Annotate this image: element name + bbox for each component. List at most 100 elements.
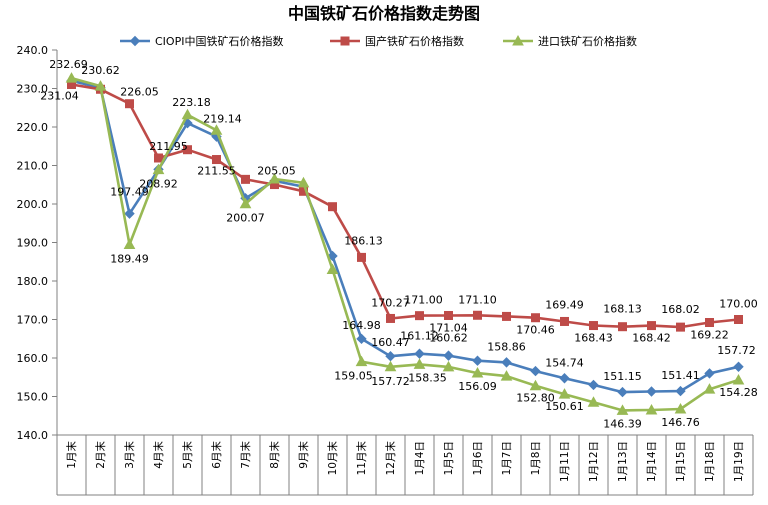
data-label: 156.09 xyxy=(458,380,497,393)
x-tick-label: 1月11日 xyxy=(559,441,571,482)
data-point-triangle xyxy=(674,402,687,414)
legend-item: 国产铁矿石价格指数 xyxy=(330,34,464,48)
data-point-diamond xyxy=(356,333,367,345)
data-point-triangle xyxy=(94,80,107,91)
data-point-triangle xyxy=(297,176,310,188)
legend: CIOPI中国铁矿石价格指数 国产铁矿石价格指数 进口铁矿石价格指数 xyxy=(120,34,637,48)
data-label: 232.69 xyxy=(49,58,88,71)
x-tick-label: 2月末 xyxy=(94,441,107,469)
data-label: 189.49 xyxy=(110,252,149,265)
x-tick-label: 1月末 xyxy=(65,441,78,469)
data-point-triangle xyxy=(529,379,542,391)
data-point-square xyxy=(183,145,192,155)
legend-marker xyxy=(129,35,141,47)
data-point-triangle xyxy=(616,404,629,415)
data-point-triangle xyxy=(703,383,716,394)
x-tick-label: 1月6日 xyxy=(472,441,484,475)
data-point-square xyxy=(415,311,424,321)
data-point-diamond xyxy=(704,368,715,379)
data-point-triangle xyxy=(239,197,252,209)
data-point-square xyxy=(560,316,569,326)
data-label: 170.00 xyxy=(719,298,758,311)
data-point-diamond xyxy=(559,373,570,384)
data-point-square xyxy=(154,153,163,163)
data-point-square xyxy=(589,321,598,331)
data-point-triangle xyxy=(181,108,194,120)
data-point-square xyxy=(357,252,366,262)
x-tick-label: 1月12日 xyxy=(588,441,600,482)
data-label: 160.47 xyxy=(371,336,410,349)
x-tick-label: 12月末 xyxy=(384,441,397,476)
data-label: 168.43 xyxy=(574,332,613,345)
data-point-square xyxy=(647,321,656,331)
data-label: 152.80 xyxy=(516,392,555,405)
data-point-diamond xyxy=(443,350,454,361)
y-tick-label: 170.0 xyxy=(17,314,49,327)
x-tick-label: 7月末 xyxy=(239,441,252,469)
data-label: 168.02 xyxy=(661,303,700,316)
data-point-square xyxy=(328,202,337,212)
data-label: 211.55 xyxy=(197,165,236,178)
y-tick-label: 190.0 xyxy=(17,237,49,250)
data-label: 211.95 xyxy=(149,140,188,153)
data-label: 157.72 xyxy=(717,344,756,357)
data-label: 231.04 xyxy=(40,89,79,102)
x-tick-label: 4月末 xyxy=(152,441,165,469)
data-label: 230.62 xyxy=(81,64,120,77)
data-label: 223.18 xyxy=(172,96,211,109)
series-line xyxy=(71,83,739,329)
data-label: 205.05 xyxy=(257,165,296,178)
data-point-diamond xyxy=(472,355,483,366)
data-point-triangle xyxy=(210,124,223,135)
data-label: 150.61 xyxy=(545,400,584,413)
data-point-triangle xyxy=(384,360,397,372)
x-tick-label: 10月末 xyxy=(326,441,339,476)
x-tick-label: 9月末 xyxy=(297,441,310,469)
x-tick-label: 1月19日 xyxy=(733,441,745,482)
data-label: 158.35 xyxy=(408,371,447,384)
legend-item: CIOPI中国铁矿石价格指数 xyxy=(120,34,283,48)
chart-title: 中国铁矿石价格指数走势图 xyxy=(288,4,480,23)
data-label: 157.72 xyxy=(371,375,410,388)
data-point-triangle xyxy=(558,388,571,399)
series-triangle xyxy=(65,72,745,415)
legend-marker xyxy=(340,36,350,46)
data-label: 171.10 xyxy=(458,293,497,306)
x-tick-label: 6月末 xyxy=(210,441,223,469)
data-label: 208.92 xyxy=(139,178,178,191)
data-point-diamond xyxy=(501,357,512,368)
y-tick-label: 180.0 xyxy=(17,275,49,288)
legend-label: 进口铁矿石价格指数 xyxy=(538,34,637,48)
data-point-square xyxy=(125,99,134,109)
x-tick-label: 1月4日 xyxy=(414,441,426,475)
data-point-triangle xyxy=(500,370,513,381)
data-label: 158.86 xyxy=(487,340,526,353)
x-tick-label: 1月7日 xyxy=(501,441,513,475)
data-point-triangle xyxy=(152,163,165,175)
data-point-triangle xyxy=(268,172,281,184)
data-point-square xyxy=(676,322,685,332)
data-label: 169.22 xyxy=(690,329,729,342)
data-point-diamond xyxy=(617,386,628,398)
data-point-triangle xyxy=(471,367,484,378)
y-tick-label: 240.0 xyxy=(17,44,49,57)
data-point-diamond xyxy=(588,379,599,391)
y-tick-label: 230.0 xyxy=(17,83,49,96)
x-tick-label: 5月末 xyxy=(181,441,194,469)
data-point-square xyxy=(705,318,714,328)
data-point-square xyxy=(444,310,453,320)
axes: 140.0 150.0 160.0 170.0 180.0 190.0 200.0 210.0… xyxy=(17,44,754,496)
legend-label: 国产铁矿石价格指数 xyxy=(365,34,464,48)
data-point-diamond xyxy=(675,385,686,397)
data-label: 171.00 xyxy=(404,294,443,307)
data-point-diamond xyxy=(646,386,657,397)
x-tick-label: 3月末 xyxy=(123,441,136,469)
data-point-triangle xyxy=(123,238,136,249)
data-label: 151.41 xyxy=(661,369,700,382)
data-label: 160.62 xyxy=(429,332,468,345)
data-point-square xyxy=(734,315,743,324)
data-label: 219.14 xyxy=(203,112,242,125)
data-point-square xyxy=(531,313,540,323)
data-label: 151.15 xyxy=(603,370,642,383)
